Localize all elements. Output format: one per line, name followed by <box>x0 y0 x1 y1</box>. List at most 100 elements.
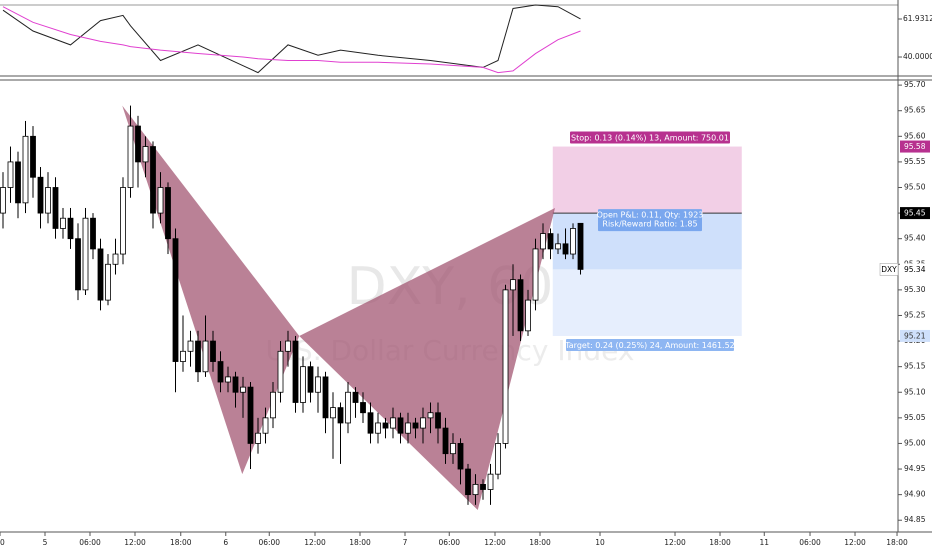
candle-body <box>570 228 576 255</box>
candle-body <box>270 391 276 419</box>
candle-body <box>352 391 359 403</box>
candle-body <box>90 217 96 250</box>
candle-body <box>157 187 164 214</box>
x-tick-label: 06:00 <box>258 538 280 547</box>
candle-body <box>45 187 51 214</box>
y-tick-label: 94.90 <box>904 490 926 499</box>
candle-body <box>390 417 396 429</box>
price-tag-bg <box>900 207 930 220</box>
candle-body <box>135 125 141 163</box>
price-tag: 95.45 <box>904 209 926 218</box>
candle-body <box>450 443 456 455</box>
candle-body <box>442 427 449 455</box>
candle-body <box>52 187 59 229</box>
y-tick-label: 95.65 <box>904 106 926 115</box>
indicator-line <box>2 4 581 74</box>
candle-body <box>120 187 126 255</box>
candle-body <box>67 217 74 240</box>
candle-body <box>465 468 471 496</box>
stop-zone <box>552 146 742 214</box>
candle-body <box>285 340 291 352</box>
price-tag-bg <box>900 263 930 276</box>
candle-body <box>457 443 464 470</box>
pnl-label: Open P&L: 0.11, Qty: 1923 <box>597 211 704 220</box>
candle-body <box>142 146 149 163</box>
candle-body <box>232 376 239 393</box>
candle-body <box>0 187 6 214</box>
candle-body <box>532 248 539 301</box>
y-tick-label: 94.95 <box>904 464 926 473</box>
position-label: Target: 0.24 (0.25%) 24, Amount: 1461.52 <box>564 341 735 350</box>
candle-body <box>307 366 314 393</box>
x-tick-label: 18:00 <box>886 538 908 547</box>
candle-body <box>480 483 486 490</box>
x-tick-label: 11 <box>759 538 769 547</box>
price-tag: 95.34 <box>904 265 926 274</box>
candle-body <box>555 243 561 250</box>
candle-body <box>60 217 66 229</box>
candle-body <box>345 391 351 424</box>
pattern-triangle <box>299 207 556 510</box>
y-tick-label: 95.50 <box>904 182 926 191</box>
candle-body <box>210 340 216 362</box>
position-label: Stop: 0.13 (0.14%) 13, Amount: 750.01 <box>571 134 729 143</box>
candle-body <box>412 422 419 429</box>
candle-body <box>255 432 261 444</box>
x-tick-label: 06:00 <box>79 538 101 547</box>
candle-body <box>30 135 36 178</box>
x-tick-label: 12:00 <box>124 538 146 547</box>
candle-body <box>97 248 104 301</box>
candle-body <box>525 299 531 332</box>
candle-body <box>37 176 44 214</box>
x-tick-label: 10 <box>595 538 605 547</box>
candle-body <box>217 361 224 383</box>
candle-body <box>360 402 366 414</box>
candle-body <box>322 376 329 419</box>
y-tick-label: 95.05 <box>904 413 926 422</box>
candle-body <box>397 417 404 434</box>
pnl-label-bg <box>598 209 702 232</box>
symbol-tag-bg <box>879 263 899 276</box>
x-tick-label: 5 <box>43 538 48 547</box>
candle-body <box>382 422 389 429</box>
candle-body <box>240 386 246 393</box>
x-tick-label: 06:00 <box>438 538 460 547</box>
y-tick-label: 95.25 <box>904 310 926 319</box>
candle-body <box>7 161 14 188</box>
candle-body <box>105 263 111 301</box>
candle-body <box>375 422 381 434</box>
candle-body <box>195 340 201 373</box>
price-tag-bg <box>900 329 930 342</box>
position-label-bg <box>570 131 730 144</box>
candle-body <box>75 238 81 291</box>
candle-body <box>547 233 554 250</box>
y-tick-label: 95.60 <box>904 131 926 140</box>
candle-body <box>367 412 374 434</box>
candle-body <box>435 412 441 429</box>
candle-body <box>112 253 119 265</box>
target-zone <box>552 269 742 336</box>
x-tick-label: 12:00 <box>484 538 506 547</box>
candle-body <box>330 407 336 419</box>
candle-body <box>540 233 546 250</box>
y-tick-label: 95.40 <box>904 234 926 243</box>
position-label-bg <box>566 338 734 351</box>
candle-body <box>187 340 194 352</box>
candle-body <box>300 366 306 403</box>
y-tick-label: 61.9312 <box>903 14 932 23</box>
candle-body <box>510 279 516 291</box>
candle-body <box>202 340 209 373</box>
candle-body <box>127 125 134 188</box>
candle-body <box>277 350 284 393</box>
x-tick-label: 18:00 <box>529 538 551 547</box>
price-tag-bg <box>900 140 930 153</box>
candle-body <box>427 412 434 419</box>
y-tick-label: 95.00 <box>904 438 926 447</box>
candle-body <box>172 238 179 362</box>
x-tick-label: 6 <box>223 538 228 547</box>
y-tick-label: 95.15 <box>904 362 926 371</box>
candle-body <box>150 146 156 214</box>
ratio-label: Risk/Reward Ratio: 1.85 <box>602 220 697 229</box>
symbol-tag: DXY <box>881 265 897 274</box>
